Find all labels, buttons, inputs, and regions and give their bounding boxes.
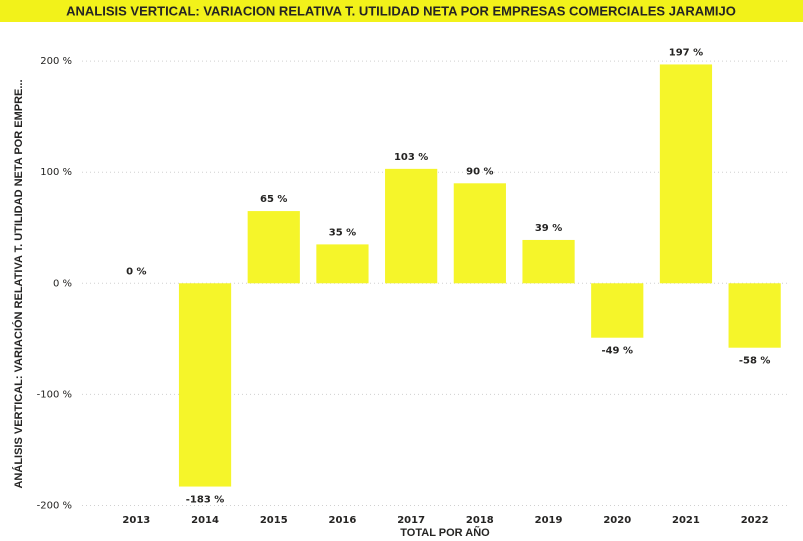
chart-title: ANALISIS VERTICAL: VARIACION RELATIVA T.…	[66, 3, 736, 18]
data-label: 65 %	[260, 194, 287, 205]
data-label: -49 %	[601, 346, 633, 357]
x-tick-label: 2019	[535, 515, 563, 526]
x-tick-label: 2018	[466, 515, 494, 526]
x-tick-label: 2021	[672, 515, 700, 526]
y-tick-label: 100 %	[40, 167, 72, 178]
bar	[728, 283, 781, 348]
y-tick-label: -100 %	[37, 389, 72, 400]
x-tick-label: 2017	[397, 515, 425, 526]
y-tick-label: 0 %	[53, 278, 72, 289]
data-label: 35 %	[329, 227, 356, 238]
bar	[178, 283, 232, 487]
bar	[247, 211, 300, 284]
x-axis-label: TOTAL POR AÑO	[400, 526, 490, 539]
bar	[659, 64, 713, 284]
y-tick-label: 200 %	[40, 56, 72, 67]
x-tick-label: 2014	[191, 515, 219, 526]
y-tick-label: -200 %	[37, 500, 72, 511]
data-label: -58 %	[739, 356, 771, 367]
bar	[453, 183, 506, 284]
y-axis-label: ANÁLISIS VERTICAL: VARIACIÓN RELATIVA T.…	[12, 79, 25, 488]
data-label: 90 %	[466, 166, 493, 177]
x-tick-label: 2015	[260, 515, 288, 526]
x-tick-label: 2016	[329, 515, 357, 526]
data-label: 197 %	[669, 47, 703, 58]
bar	[591, 283, 644, 338]
data-label: -183 %	[186, 495, 225, 506]
data-label: 39 %	[535, 223, 562, 234]
title-banner	[0, 0, 803, 22]
x-tick-label: 2022	[741, 515, 769, 526]
x-tick-label: 2020	[603, 515, 631, 526]
bar	[385, 168, 438, 284]
bar	[316, 244, 369, 284]
x-tick-label: 2013	[122, 515, 150, 526]
data-label: 0 %	[126, 266, 146, 277]
bar	[522, 239, 575, 284]
data-label: 103 %	[394, 152, 428, 163]
